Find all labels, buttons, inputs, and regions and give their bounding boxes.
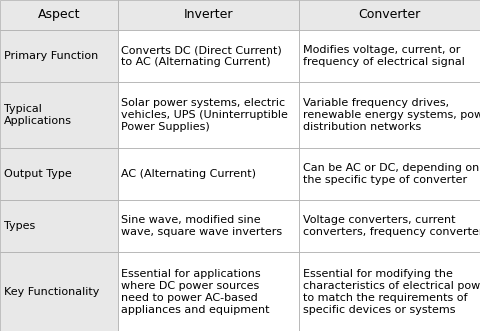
Text: Voltage converters, current
converters, frequency converters: Voltage converters, current converters, … xyxy=(303,215,480,237)
Text: Essential for modifying the
characteristics of electrical power
to match the req: Essential for modifying the characterist… xyxy=(303,269,480,315)
Bar xyxy=(0,252,118,331)
Text: Sine wave, modified sine
wave, square wave inverters: Sine wave, modified sine wave, square wa… xyxy=(121,215,283,237)
Text: Converts DC (Direct Current)
to AC (Alternating Current): Converts DC (Direct Current) to AC (Alte… xyxy=(121,45,282,67)
Text: AC (Alternating Current): AC (Alternating Current) xyxy=(121,169,256,179)
Bar xyxy=(118,252,299,331)
Text: Converter: Converter xyxy=(359,8,420,22)
Text: Modifies voltage, current, or
frequency of electrical signal: Modifies voltage, current, or frequency … xyxy=(303,45,465,67)
Text: Key Functionality: Key Functionality xyxy=(4,287,99,297)
Bar xyxy=(0,30,118,82)
Text: Solar power systems, electric
vehicles, UPS (Uninterruptible
Power Supplies): Solar power systems, electric vehicles, … xyxy=(121,98,288,132)
Text: Can be AC or DC, depending on
the specific type of converter: Can be AC or DC, depending on the specif… xyxy=(303,163,479,185)
Text: Typical
Applications: Typical Applications xyxy=(4,104,72,126)
Bar xyxy=(299,82,480,148)
Bar xyxy=(118,200,299,252)
Text: Types: Types xyxy=(4,221,35,231)
Bar xyxy=(0,148,118,200)
Bar xyxy=(299,0,480,30)
Bar xyxy=(118,82,299,148)
Bar xyxy=(299,148,480,200)
Bar xyxy=(299,30,480,82)
Bar xyxy=(118,30,299,82)
Text: Essential for applications
where DC power sources
need to power AC-based
applian: Essential for applications where DC powe… xyxy=(121,269,270,315)
Text: Output Type: Output Type xyxy=(4,169,72,179)
Text: Inverter: Inverter xyxy=(183,8,233,22)
Text: Variable frequency drives,
renewable energy systems, power
distribution networks: Variable frequency drives, renewable ene… xyxy=(303,98,480,132)
Bar xyxy=(299,200,480,252)
Text: Aspect: Aspect xyxy=(37,8,80,22)
Bar xyxy=(0,200,118,252)
Bar xyxy=(0,0,118,30)
Bar xyxy=(118,148,299,200)
Bar xyxy=(118,0,299,30)
Text: Primary Function: Primary Function xyxy=(4,51,98,61)
Bar xyxy=(0,82,118,148)
Bar xyxy=(299,252,480,331)
